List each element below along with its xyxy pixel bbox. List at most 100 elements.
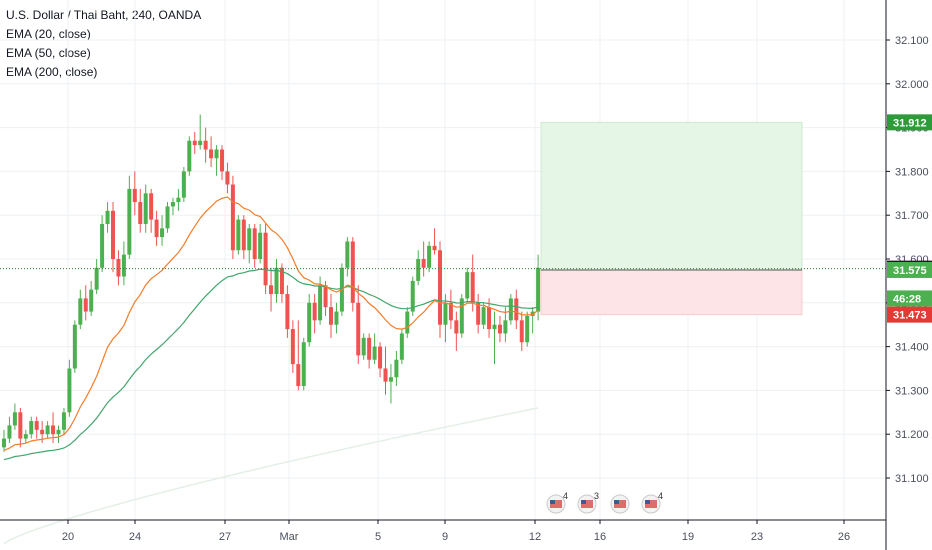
- candle-up: [170, 202, 175, 207]
- x-tick-label: 20: [62, 531, 74, 543]
- candle-down: [111, 210, 115, 259]
- candle-up: [427, 245, 432, 268]
- price-label-box: [887, 290, 932, 307]
- candle-down: [356, 302, 361, 356]
- candle-down: [350, 241, 355, 303]
- x-tick-label: 16: [594, 531, 606, 543]
- legend-ema50[interactable]: EMA (50, close): [6, 46, 91, 60]
- candle-down: [497, 324, 502, 334]
- candle-down: [40, 429, 45, 435]
- candle-down: [519, 320, 524, 343]
- price-label-text: 31.575: [893, 265, 927, 277]
- candle-up: [165, 206, 170, 229]
- y-tick-label: 32.000: [895, 79, 929, 91]
- candle-up: [492, 324, 497, 330]
- price-label-text: 31.912: [893, 117, 927, 129]
- ema200-path: [3, 407, 539, 545]
- candle-down: [438, 250, 442, 325]
- candle-down: [203, 140, 208, 150]
- price-label-box: [887, 306, 932, 323]
- long-position-tool[interactable]: [540, 121, 803, 316]
- candle-up: [481, 307, 486, 325]
- candle-up: [307, 302, 312, 343]
- candle-up: [2, 438, 6, 448]
- x-tick-label: 9: [442, 531, 448, 543]
- chart-legend: U.S. Dollar / Thai Baht, 240, OANDA EMA …: [6, 6, 201, 82]
- candle-down: [279, 267, 284, 295]
- candle-up: [372, 346, 377, 360]
- candle-up: [94, 267, 99, 290]
- candle-up: [258, 232, 263, 259]
- candle-down: [132, 188, 137, 203]
- candle-down: [154, 219, 159, 238]
- candle-down: [149, 193, 154, 220]
- candle-up: [399, 333, 404, 360]
- y-tick-label: 32.100: [895, 35, 929, 47]
- x-tick-label: 19: [682, 531, 694, 543]
- candle-down: [329, 307, 333, 325]
- candle-down: [220, 149, 224, 172]
- candle-down: [290, 329, 295, 365]
- y-tick-label: 31.300: [895, 385, 929, 397]
- legend-ema200[interactable]: EMA (200, close): [6, 65, 98, 79]
- candle-up: [121, 254, 126, 277]
- candle-up: [410, 280, 415, 312]
- y-tick-label: 31.400: [895, 342, 929, 354]
- candle-up: [176, 197, 181, 203]
- candle-up: [318, 285, 323, 321]
- candle-up: [530, 311, 535, 316]
- x-tick-label: 24: [129, 531, 141, 543]
- candle-up: [181, 171, 186, 198]
- price-label-text: 31.473: [893, 310, 927, 322]
- candle-up: [361, 337, 366, 356]
- candle-up: [143, 193, 148, 224]
- ema20-line: [3, 196, 539, 452]
- event-count: 4: [563, 491, 568, 501]
- flag-canton: [581, 500, 586, 504]
- candle-down: [209, 149, 214, 159]
- y-tick-label: 31.700: [895, 210, 929, 222]
- candle-down: [448, 302, 453, 321]
- candle-down: [138, 202, 143, 224]
- y-tick-label: 31.200: [895, 429, 929, 441]
- economic-events[interactable]: 4 3 4: [546, 491, 663, 514]
- candle-down: [383, 368, 388, 382]
- candle-down: [470, 272, 475, 303]
- candle-down: [241, 219, 246, 251]
- candle-up: [78, 298, 83, 325]
- candle-up: [459, 298, 464, 334]
- candle-down: [225, 171, 230, 185]
- flag-canton: [550, 500, 555, 504]
- candle-down: [18, 412, 23, 439]
- candle-up: [45, 425, 50, 435]
- candle-up: [198, 140, 203, 146]
- candle-up: [12, 412, 17, 426]
- flag-stripes: [550, 500, 562, 508]
- candle-down: [51, 425, 56, 435]
- flag-canton: [645, 500, 650, 504]
- candle-up: [187, 140, 192, 172]
- candle-up: [100, 223, 105, 268]
- x-tick-label: 27: [219, 531, 231, 543]
- candle-up: [127, 188, 132, 255]
- candle-down: [83, 298, 88, 312]
- candle-down: [514, 298, 519, 321]
- x-tick-label: 23: [751, 531, 763, 543]
- candle-up: [105, 210, 110, 224]
- candle-down: [378, 346, 383, 369]
- candle-down: [476, 302, 481, 325]
- flag-canton: [614, 500, 619, 504]
- candle-down: [454, 320, 459, 334]
- candle-up: [236, 219, 241, 251]
- candle-down: [312, 302, 317, 321]
- candle-up: [89, 289, 94, 312]
- candle-up: [247, 228, 252, 251]
- ema20-path: [3, 196, 539, 452]
- candle-up: [160, 228, 165, 238]
- candle-up: [443, 302, 448, 325]
- legend-ema20[interactable]: EMA (20, close): [6, 27, 91, 41]
- x-tick-label: 12: [529, 531, 541, 543]
